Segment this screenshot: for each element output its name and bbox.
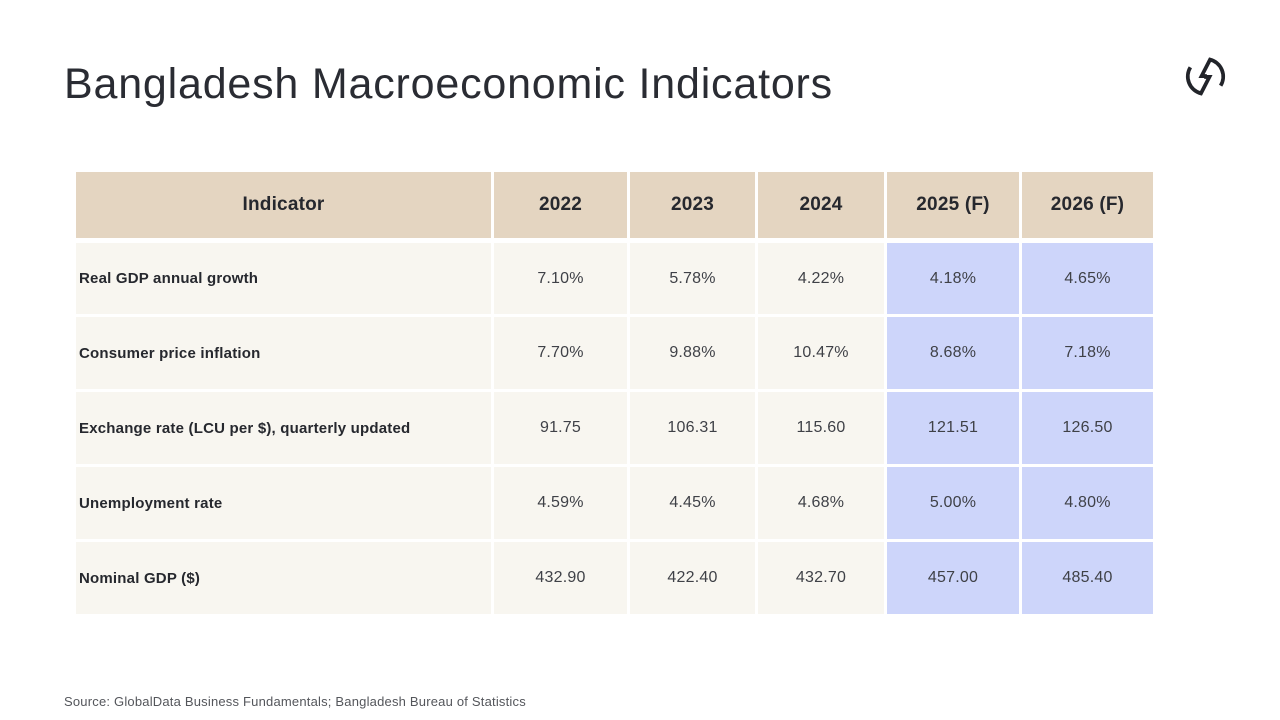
cell-value-forecast: 8.68% [884, 314, 1022, 392]
cell-value-forecast: 7.18% [1019, 314, 1156, 392]
column-header-2022: 2022 [491, 169, 630, 243]
table-row-nominal-gdp: Nominal GDP ($) 432.90 422.40 432.70 457… [73, 539, 1156, 617]
cell-value: 10.47% [755, 314, 887, 392]
cell-value-forecast: 457.00 [884, 539, 1022, 617]
cell-value-forecast: 4.18% [884, 239, 1022, 317]
row-label: Unemployment rate [73, 464, 494, 542]
row-label: Consumer price inflation [73, 314, 494, 392]
row-label: Nominal GDP ($) [73, 539, 494, 617]
cell-value: 4.59% [491, 464, 630, 542]
column-header-indicator: Indicator [73, 169, 494, 243]
cell-value: 4.22% [755, 239, 887, 317]
cell-value: 9.88% [627, 314, 758, 392]
cell-value-forecast: 5.00% [884, 464, 1022, 542]
column-header-2025-forecast: 2025 (F) [884, 169, 1022, 243]
row-label: Real GDP annual growth [73, 239, 494, 317]
indicators-table: Indicator 2022 2023 2024 2025 (F) 2026 (… [73, 169, 1156, 617]
cell-value: 7.10% [491, 239, 630, 317]
cell-value: 432.90 [491, 539, 630, 617]
table-row-exchange-rate: Exchange rate (LCU per $), quarterly upd… [73, 389, 1156, 467]
cell-value: 7.70% [491, 314, 630, 392]
column-header-2026-forecast: 2026 (F) [1019, 169, 1156, 243]
cell-value: 115.60 [755, 389, 887, 467]
table-row-unemployment-rate: Unemployment rate 4.59% 4.45% 4.68% 5.00… [73, 464, 1156, 542]
page-title: Bangladesh Macroeconomic Indicators [64, 60, 833, 108]
cell-value: 422.40 [627, 539, 758, 617]
cell-value-forecast: 121.51 [884, 389, 1022, 467]
cell-value: 106.31 [627, 389, 758, 467]
cell-value-forecast: 126.50 [1019, 389, 1156, 467]
header-row: Indicator 2022 2023 2024 2025 (F) 2026 (… [73, 169, 1156, 243]
column-header-2024: 2024 [755, 169, 887, 243]
table-row-consumer-price-inflation: Consumer price inflation 7.70% 9.88% 10.… [73, 314, 1156, 392]
cell-value-forecast: 4.80% [1019, 464, 1156, 542]
cell-value-forecast: 4.65% [1019, 239, 1156, 317]
row-label: Exchange rate (LCU per $), quarterly upd… [73, 389, 494, 467]
cell-value-forecast: 485.40 [1019, 539, 1156, 617]
globaldata-logo-icon [1181, 52, 1230, 101]
column-header-2023: 2023 [627, 169, 758, 243]
cell-value: 4.68% [755, 464, 887, 542]
table-row-real-gdp-growth: Real GDP annual growth 7.10% 5.78% 4.22%… [73, 239, 1156, 317]
cell-value: 4.45% [627, 464, 758, 542]
cell-value: 91.75 [491, 389, 630, 467]
cell-value: 432.70 [755, 539, 887, 617]
source-note: Source: GlobalData Business Fundamentals… [64, 694, 526, 709]
cell-value: 5.78% [627, 239, 758, 317]
